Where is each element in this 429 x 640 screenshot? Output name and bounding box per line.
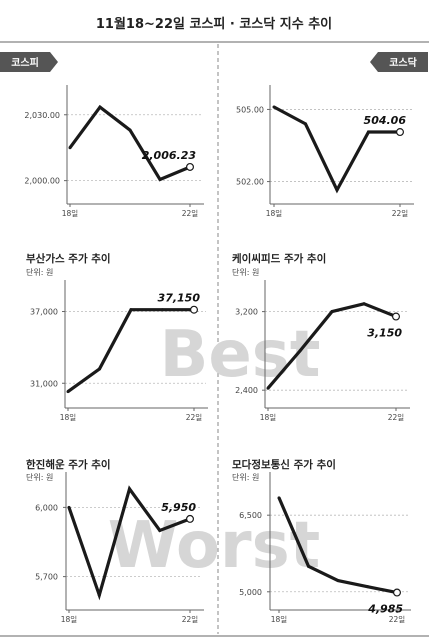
y-tick-label: 502.00 — [236, 178, 264, 187]
data-point — [362, 302, 366, 306]
data-point — [277, 496, 281, 500]
data-point — [272, 105, 276, 109]
y-tick-label: 6,500 — [239, 511, 262, 520]
chart-title: 모다정보통신 주가 추이 — [232, 458, 336, 471]
y-tick-label: 2,400 — [235, 386, 258, 395]
last-value-label: 5,950 — [161, 501, 196, 514]
y-tick-label: 31,000 — [30, 379, 58, 388]
x-tick-label: 18일 — [271, 615, 288, 624]
data-point — [304, 122, 307, 126]
data-point — [129, 308, 133, 312]
last-value-label: 37,150 — [158, 292, 201, 305]
data-point — [330, 310, 334, 314]
last-point-marker — [393, 588, 402, 597]
index-tag — [370, 52, 428, 72]
last-point-marker — [392, 312, 401, 321]
data-point — [98, 367, 101, 371]
x-tick-label: 18일 — [60, 413, 77, 422]
last-value-label: 3,150 — [367, 327, 402, 340]
x-tick-label: 22일 — [182, 209, 199, 218]
data-point — [336, 579, 340, 583]
x-tick-label: 22일 — [182, 615, 199, 624]
last-value-label: 2,006.23 — [142, 149, 197, 162]
series-line — [68, 104, 191, 182]
unit-label: 단위: 원 — [232, 267, 259, 277]
x-tick-label: 18일 — [260, 413, 277, 422]
data-point — [298, 349, 302, 353]
chart-title: 부산가스 주가 추이 — [26, 252, 111, 265]
data-point — [128, 128, 132, 132]
x-tick-label: 22일 — [392, 209, 409, 218]
watermark-best: Best — [160, 318, 321, 392]
index-tag — [0, 52, 58, 72]
data-point — [158, 178, 162, 182]
chart-panel-1: 코스피 2,000.00 2,030.00 18일 22일 2,006.23 — [0, 52, 204, 218]
data-point — [266, 386, 270, 390]
chart-title: 케이씨피드 주가 추이 — [232, 252, 326, 265]
data-point — [307, 564, 310, 568]
last-value-label: 504.06 — [364, 114, 407, 127]
data-point — [66, 390, 70, 394]
data-point — [161, 308, 164, 312]
last-point-marker — [186, 514, 195, 523]
x-tick-label: 18일 — [266, 209, 283, 218]
y-tick-label: 5,000 — [239, 588, 262, 597]
data-point — [367, 130, 370, 134]
x-tick-label: 22일 — [388, 413, 405, 422]
x-tick-label: 22일 — [389, 615, 406, 624]
chart-panel-2: 코스닥 502.00 505.00 18일 22일 504.06 — [236, 52, 428, 218]
data-point — [67, 505, 71, 509]
y-tick-label: 505.00 — [236, 105, 264, 114]
x-tick-label: 18일 — [61, 615, 78, 624]
y-tick-label: 3,200 — [235, 308, 258, 317]
x-tick-label: 22일 — [186, 413, 203, 422]
data-point — [128, 487, 131, 491]
data-point — [335, 188, 339, 192]
y-tick-label: 2,000.00 — [24, 177, 60, 186]
y-tick-label: 6,000 — [35, 503, 58, 512]
last-point-marker — [186, 162, 195, 171]
unit-label: 단위: 원 — [26, 472, 53, 482]
last-point-marker — [190, 305, 199, 314]
data-point — [68, 146, 72, 150]
y-tick-label: 5,700 — [35, 573, 58, 582]
last-point-marker — [396, 128, 405, 137]
watermark-worst: Worst — [108, 509, 321, 583]
last-value-label: 4,985 — [367, 603, 403, 616]
index-tag-label: 코스피 — [11, 56, 39, 69]
chart-title: 한진해운 주가 추이 — [26, 458, 111, 471]
unit-label: 단위: 원 — [26, 267, 53, 277]
index-tag-label: 코스닥 — [389, 56, 417, 69]
unit-label: 단위: 원 — [232, 472, 259, 482]
data-point — [98, 105, 102, 109]
y-tick-label: 37,000 — [30, 308, 58, 317]
page-title: 11월18~22일 코스피 · 코스닥 지수 추이 — [96, 16, 332, 32]
data-point — [97, 593, 101, 597]
data-point — [158, 528, 162, 532]
data-point — [366, 585, 369, 589]
y-tick-label: 2,030.00 — [24, 111, 60, 120]
x-tick-label: 18일 — [62, 209, 79, 218]
